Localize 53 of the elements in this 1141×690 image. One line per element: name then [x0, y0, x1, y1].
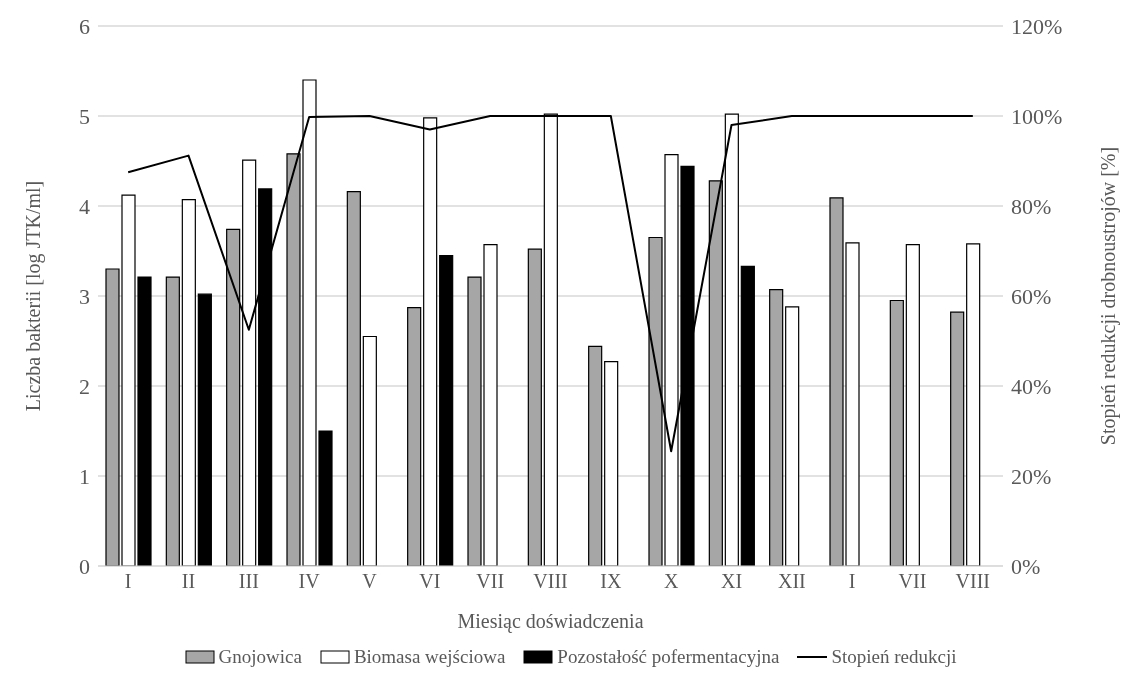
x-tick-label: VII [476, 570, 505, 593]
x-tick-label: X [663, 570, 679, 593]
x-tick-label: VIII [955, 570, 991, 593]
y2-tick-label: 120% [1011, 13, 1063, 39]
x-tick-label: II [181, 570, 196, 593]
bar [362, 335, 377, 566]
x-tick-label: V [362, 570, 378, 593]
x-axis-title: Miesiąc doświadczenia [457, 610, 644, 633]
y2-axis-title: Stopień redukcji drobnoustrojów [%] [1097, 146, 1121, 446]
bar [439, 254, 454, 566]
y2-tick-label: 100% [1011, 103, 1063, 129]
y2-tick-label: 20% [1011, 463, 1052, 489]
y-tick-label: 1 [79, 463, 90, 489]
bar [785, 306, 800, 566]
y-tick-label: 2 [79, 373, 90, 399]
bar [527, 248, 542, 566]
x-tick-label: III [238, 570, 259, 593]
bar [905, 244, 920, 566]
bar [588, 345, 603, 566]
x-tick-label: XI [720, 570, 743, 593]
y-tick-label: 4 [79, 193, 90, 219]
x-tick-label: IV [298, 570, 321, 593]
x-tick-label: XII [777, 570, 806, 593]
bar [604, 361, 619, 566]
legend-label: Biomasa wejściowa [353, 646, 506, 668]
y-axis-title: Liczba bakterii [log JTK/ml] [22, 180, 46, 412]
bar [769, 289, 784, 566]
legend-label: Pozostałość pofermentacyjna [557, 646, 780, 668]
x-tick-label: VI [419, 570, 441, 593]
bar [740, 265, 755, 566]
y-tick-label: 6 [79, 13, 90, 39]
bar [346, 191, 361, 566]
y2-tick-label: 80% [1011, 193, 1052, 219]
bar [889, 299, 904, 566]
bar [165, 276, 180, 566]
y-tick-label: 3 [79, 283, 90, 309]
x-tick-label: IX [600, 570, 622, 593]
bar [181, 199, 196, 566]
x-tick-label: VII [898, 570, 927, 593]
legend-label: Stopień redukcji [831, 646, 957, 668]
y-tick-label: 0 [79, 553, 90, 579]
bar [966, 243, 981, 566]
legend-label: Gnojowica [218, 646, 302, 668]
y2-tick-label: 60% [1011, 283, 1052, 309]
y2-tick-label: 40% [1011, 373, 1052, 399]
x-tick-label: VIII [533, 570, 568, 593]
bar [407, 307, 422, 566]
bar [197, 293, 212, 566]
x-tick-label: I [848, 570, 856, 593]
y-tick-label: 5 [79, 103, 90, 129]
x-tick-label: I [124, 570, 132, 593]
bar [950, 311, 965, 566]
y2-tick-label: 0% [1011, 553, 1041, 579]
